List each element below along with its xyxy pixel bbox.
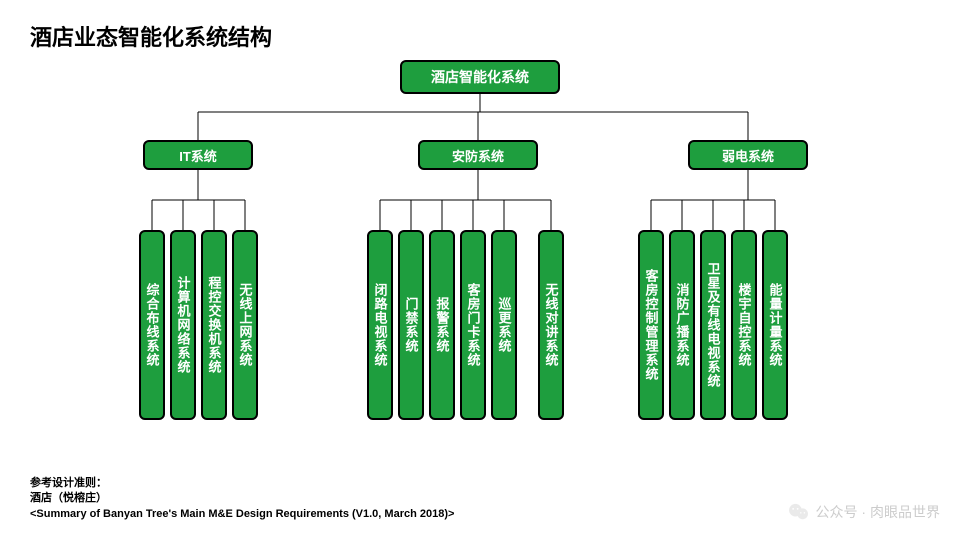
leaf-node: 报警系统 [429,230,455,420]
leaf-node: 消防广播系统 [669,230,695,420]
footer-text: 参考设计准则： 酒店（悦榕庄） <Summary of Banyan Tree'… [30,476,454,522]
leaf-node: 客房控制管理系统 [638,230,664,420]
leaf-node: 卫星及有线电视系统 [700,230,726,420]
leaf-node: 巡更系统 [491,230,517,420]
watermark-text: 公众号 · 肉眼品世界 [816,502,940,522]
root-node: 酒店智能化系统 [400,60,560,94]
branch-node: IT系统 [143,140,253,170]
wechat-icon [788,503,810,521]
leaf-node: 能量计量系统 [762,230,788,420]
leaf-node: 客房门卡系统 [460,230,486,420]
page-title: 酒店业态智能化系统结构 [30,20,272,52]
footer-line2: 酒店（悦榕庄） [30,491,454,506]
leaf-node: 综合布线系统 [139,230,165,420]
leaf-node: 闭路电视系统 [367,230,393,420]
leaf-node: 楼宇自控系统 [731,230,757,420]
leaf-node: 程控交换机系统 [201,230,227,420]
leaf-node: 无线对讲系统 [538,230,564,420]
branch-node: 安防系统 [418,140,538,170]
branch-node: 弱电系统 [688,140,808,170]
leaf-node: 门禁系统 [398,230,424,420]
leaf-node: 计算机网络系统 [170,230,196,420]
watermark: 公众号 · 肉眼品世界 [788,502,940,522]
footer-line3: <Summary of Banyan Tree's Main M&E Desig… [30,507,454,522]
leaf-node: 无线上网系统 [232,230,258,420]
footer-line1: 参考设计准则： [30,476,454,491]
